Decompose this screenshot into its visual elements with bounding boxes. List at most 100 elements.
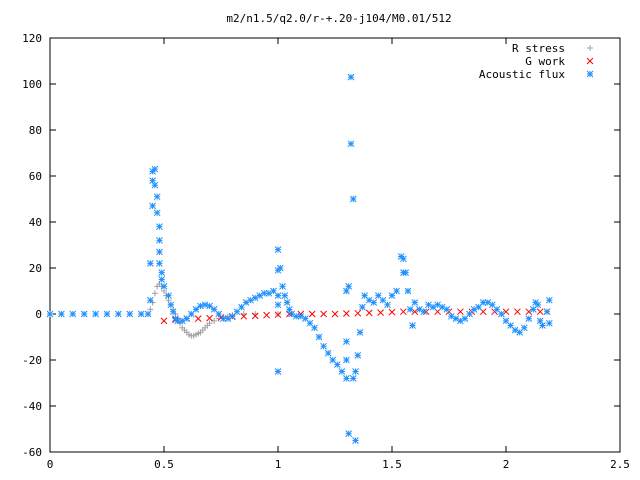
data-point <box>58 310 65 318</box>
x-tick-label: 1.5 <box>382 458 402 471</box>
data-point <box>151 181 159 189</box>
data-point <box>402 269 410 276</box>
data-point <box>498 310 505 318</box>
data-point <box>69 310 77 318</box>
data-point <box>156 223 163 230</box>
legend-marker <box>587 45 593 51</box>
data-point <box>160 283 168 290</box>
data-point <box>347 140 355 148</box>
x-tick-label: 0 <box>47 458 54 471</box>
y-tick-label: -20 <box>22 354 42 367</box>
data-point <box>539 322 546 329</box>
data-point <box>149 202 156 210</box>
data-point <box>359 303 366 311</box>
data-point <box>343 338 350 345</box>
data-point <box>153 193 161 201</box>
data-point <box>169 308 177 316</box>
data-point <box>345 430 353 437</box>
y-tick-label: 20 <box>29 262 42 275</box>
data-point <box>324 349 332 357</box>
data-point <box>393 287 400 295</box>
data-point <box>400 308 407 316</box>
data-point <box>470 306 478 313</box>
data-point <box>137 310 145 318</box>
data-point <box>302 315 309 322</box>
plot-frame <box>49 37 621 453</box>
data-point <box>420 308 428 316</box>
data-point <box>520 324 528 332</box>
data-point <box>156 237 163 244</box>
data-point <box>349 195 357 203</box>
data-point <box>400 255 407 263</box>
data-point <box>525 315 533 322</box>
data-point <box>283 299 291 306</box>
legend-label: Acoustic flux <box>479 68 565 81</box>
x-tick-label: 2 <box>503 458 510 471</box>
series-acoustic-flux <box>46 73 553 444</box>
data-point <box>338 368 346 375</box>
data-point <box>311 324 318 332</box>
data-point <box>370 299 378 306</box>
data-point <box>276 264 284 272</box>
x-tick-label: 2.5 <box>610 458 630 471</box>
data-point <box>352 368 359 375</box>
data-point <box>343 356 350 364</box>
data-point <box>388 308 396 316</box>
data-point <box>201 301 209 309</box>
data-point <box>534 301 542 309</box>
data-point <box>333 361 341 368</box>
y-tick-label: 0 <box>35 308 42 321</box>
data-point <box>345 283 353 290</box>
data-point <box>156 260 163 267</box>
series-layer <box>46 73 553 444</box>
data-point <box>352 437 359 444</box>
data-point <box>194 315 202 322</box>
data-point <box>365 309 373 317</box>
data-point <box>343 375 350 382</box>
data-point <box>434 301 441 309</box>
legend-label: R stress <box>512 42 565 55</box>
legend-marker <box>586 57 594 65</box>
data-point <box>274 301 282 309</box>
data-point <box>160 317 168 325</box>
series-g-work <box>160 308 551 325</box>
data-point <box>281 292 289 299</box>
data-point <box>361 292 368 299</box>
chart-title: m2/n1.5/q2.0/r-+.20-j104/M0.01/512 <box>226 12 451 25</box>
data-point <box>514 308 521 316</box>
data-point <box>146 260 154 267</box>
data-point <box>343 310 350 317</box>
data-point <box>115 310 122 318</box>
data-point <box>308 310 316 318</box>
data-point <box>263 311 270 319</box>
data-point <box>165 292 172 299</box>
data-point <box>92 310 99 318</box>
data-point <box>274 292 282 299</box>
legend-label: G work <box>525 55 565 68</box>
legend-marker <box>586 70 594 78</box>
data-point <box>126 310 134 318</box>
data-point <box>377 309 384 316</box>
data-point <box>197 302 204 310</box>
data-point <box>315 333 323 341</box>
data-point <box>215 310 223 318</box>
data-point <box>349 375 357 382</box>
data-point <box>488 301 496 309</box>
data-point <box>46 310 54 318</box>
data-point <box>356 329 364 336</box>
data-point <box>411 299 419 306</box>
data-point <box>274 368 282 375</box>
data-point <box>158 276 166 283</box>
data-point <box>274 311 282 319</box>
data-point <box>409 322 416 329</box>
data-point <box>404 287 412 295</box>
data-point <box>457 308 464 316</box>
data-point <box>240 312 248 320</box>
data-point <box>192 306 200 313</box>
data-point <box>543 308 551 316</box>
data-point <box>206 320 213 327</box>
data-point <box>146 296 154 304</box>
data-point <box>156 248 163 256</box>
